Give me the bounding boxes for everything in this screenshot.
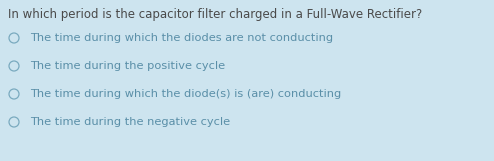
Text: The time during which the diodes are not conducting: The time during which the diodes are not… [30, 33, 333, 43]
Text: The time during the negative cycle: The time during the negative cycle [30, 117, 230, 127]
Text: The time during which the diode(s) is (are) conducting: The time during which the diode(s) is (a… [30, 89, 341, 99]
Text: In which period is the capacitor filter charged in a Full-Wave Rectifier?: In which period is the capacitor filter … [8, 8, 422, 21]
Text: The time during the positive cycle: The time during the positive cycle [30, 61, 225, 71]
